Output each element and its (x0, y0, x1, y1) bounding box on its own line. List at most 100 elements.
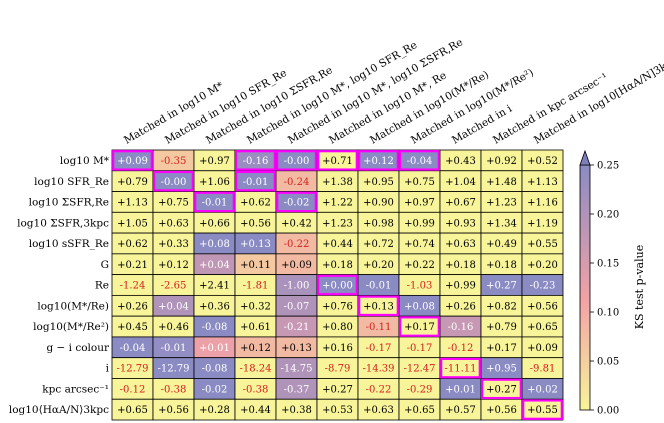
cell-value: -1.81 (243, 281, 269, 292)
colorbar-tick-label: 0.05 (597, 357, 619, 368)
matched-cell-outline (112, 150, 153, 171)
matched-cell-outline (399, 150, 440, 171)
cell-value: +1.13 (527, 177, 558, 188)
matched-cell-outline (440, 357, 481, 379)
cell-value: -0.12 (448, 343, 474, 354)
cell-value: +0.13 (240, 239, 271, 250)
cell-value: +0.75 (158, 198, 189, 209)
cell-value: +0.22 (404, 260, 435, 271)
matched-cell-outline (358, 295, 399, 317)
cell-value: +1.06 (199, 177, 230, 188)
cell-value: +0.99 (404, 218, 435, 229)
cell-value: +0.56 (158, 405, 189, 416)
cell-value: +0.79 (117, 177, 148, 188)
matched-cell-outline (522, 399, 563, 420)
cell-value: +0.18 (486, 260, 517, 271)
matched-cell-outline (276, 191, 317, 213)
cell-value: +0.79 (486, 322, 517, 333)
cell-value: +1.23 (322, 218, 353, 229)
cell-value: +0.44 (322, 239, 353, 250)
cell-value: +0.72 (363, 239, 394, 250)
row-labels: log10 M* log10 SFR_Re log10 ΣSFR,Re log10 Σ… (9, 155, 110, 416)
cell-value: +0.04 (158, 301, 189, 312)
cell-value: -0.00 (284, 156, 310, 167)
cell-value: -0.08 (202, 364, 228, 375)
cell-value: -0.23 (530, 281, 556, 292)
cell-value: +0.61 (240, 322, 271, 333)
cell-value: +0.49 (486, 239, 517, 250)
cell-value: -0.02 (284, 198, 310, 209)
row-label: log10⟨HαA/N⟩3kpc (9, 404, 109, 416)
cell-value: +0.80 (322, 322, 353, 333)
cell-value: +1.22 (322, 198, 353, 209)
row-label: log10 sSFR_Re (29, 238, 109, 250)
heatmap-cell (521, 398, 564, 421)
cell-value: +0.02 (527, 384, 558, 395)
cell-value: +0.65 (527, 322, 558, 333)
matched-cell-outline (481, 378, 522, 400)
matched-outlines (112, 150, 563, 420)
matched-cell-outline (153, 170, 194, 192)
cell-value: -0.01 (366, 281, 392, 292)
cell-value: +0.21 (117, 260, 148, 271)
cell-value: +0.95 (363, 177, 394, 188)
cell-value: +0.38 (281, 405, 312, 416)
cell-value: -0.02 (202, 384, 228, 395)
cell-value: +0.55 (527, 405, 558, 416)
colorbar-tick-label: 0.10 (597, 308, 619, 319)
cell-value: +0.33 (158, 239, 189, 250)
cell-value: +0.00 (322, 281, 353, 292)
cell-value: +0.65 (404, 405, 435, 416)
cell-value: +0.90 (363, 198, 394, 209)
cell-value: +0.93 (445, 218, 476, 229)
column-labels: Matched in log10 M*Matched in log10 SFR_… (122, 36, 664, 146)
row-label: log10(M*/Re²) (33, 321, 109, 333)
cell-value: -0.17 (366, 343, 392, 354)
cell-value: -1.03 (407, 281, 433, 292)
cell-value: +0.57 (445, 405, 476, 416)
cell-value: +0.01 (199, 343, 230, 354)
cell-value: +0.28 (199, 405, 230, 416)
cell-value: -0.24 (284, 177, 310, 188)
cell-value: +0.04 (199, 260, 230, 271)
cell-value: +1.13 (117, 198, 148, 209)
cell-value: -2.65 (161, 281, 187, 292)
colorbar-tick-label: 0.00 (597, 406, 619, 417)
matched-cell-outline (317, 150, 358, 171)
row-label: log10 M* (60, 155, 110, 167)
cell-value: -0.01 (243, 177, 269, 188)
cell-value: +0.74 (404, 239, 435, 250)
cell-value: -12.47 (403, 364, 435, 375)
cell-value: -0.38 (161, 384, 187, 395)
cell-value: +0.17 (404, 322, 435, 333)
cell-value: +0.01 (445, 384, 476, 395)
matched-cell-outline (235, 170, 276, 192)
cell-value: -14.75 (280, 364, 312, 375)
cell-value: +0.53 (322, 405, 353, 416)
row-label: log10(M*/Re) (37, 300, 109, 312)
cell-value: -0.04 (120, 343, 146, 354)
cell-value: -0.01 (161, 343, 187, 354)
cell-value: -0.00 (161, 177, 187, 188)
cell-value: +0.76 (322, 301, 353, 312)
cell-value: +0.55 (527, 239, 558, 250)
cell-value: +2.41 (199, 281, 230, 292)
row-label: kpc arcsec⁻¹ (42, 383, 109, 395)
cell-value: +0.65 (117, 405, 148, 416)
cell-value: +1.48 (486, 177, 517, 188)
cell-value: +0.09 (281, 260, 312, 271)
cell-value: +1.16 (527, 198, 558, 209)
cell-value: +0.99 (445, 281, 476, 292)
cell-value: -0.29 (407, 384, 433, 395)
cell-value: -0.35 (161, 156, 187, 167)
cell-value: +0.13 (281, 343, 312, 354)
cell-value: +0.56 (486, 405, 517, 416)
cell-value: -8.79 (325, 364, 351, 375)
cell-value: +0.20 (363, 260, 394, 271)
cell-value: -0.37 (284, 384, 310, 395)
cell-value: -0.16 (448, 322, 474, 333)
cell-value: +0.26 (117, 301, 148, 312)
row-label: log10 ΣSFR,Re (29, 197, 109, 209)
cell-value: -11.11 (444, 364, 476, 375)
